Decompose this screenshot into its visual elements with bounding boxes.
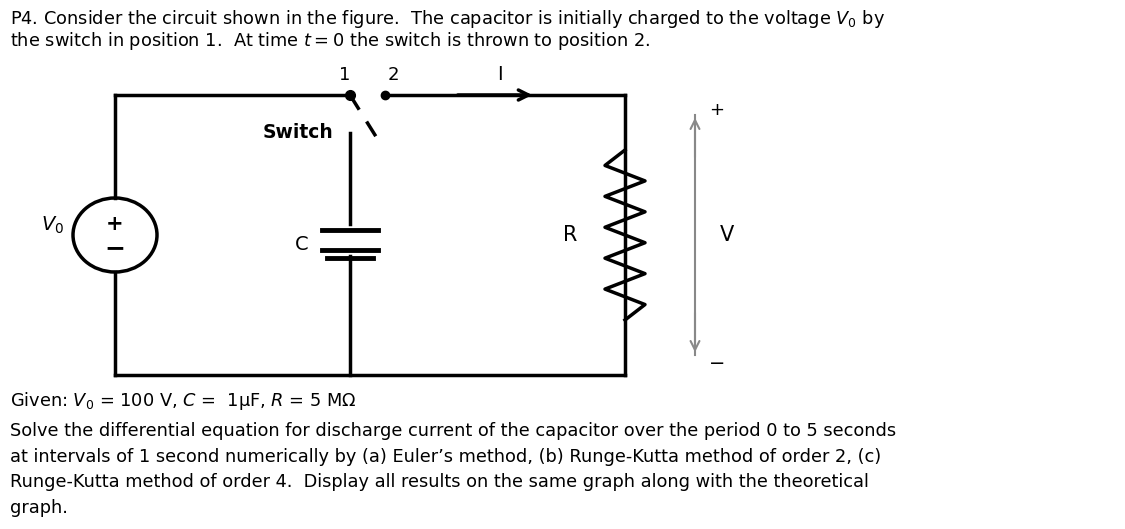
Text: −: − [709, 353, 726, 372]
Text: V: V [720, 225, 735, 245]
Text: Given: $V_0$ = 100 V, $C$ =  1μF, $R$ = 5 MΩ: Given: $V_0$ = 100 V, $C$ = 1μF, $R$ = 5… [10, 390, 357, 412]
Text: Switch: Switch [262, 123, 333, 142]
Text: C: C [295, 234, 308, 253]
Text: 2: 2 [387, 66, 398, 84]
Text: P4. Consider the circuit shown in the figure.  The capacitor is initially charge: P4. Consider the circuit shown in the fi… [10, 8, 885, 30]
Text: R: R [562, 225, 577, 245]
Text: −: − [105, 236, 126, 260]
Text: $V_0$: $V_0$ [42, 214, 64, 235]
Text: 1: 1 [340, 66, 351, 84]
Text: +: + [709, 101, 724, 119]
Text: I: I [497, 66, 503, 85]
Text: +: + [106, 214, 124, 234]
Text: Solve the differential equation for discharge current of the capacitor over the : Solve the differential equation for disc… [10, 422, 897, 517]
Text: the switch in position 1.  At time $t = 0$ the switch is thrown to position 2.: the switch in position 1. At time $t = 0… [10, 30, 650, 52]
